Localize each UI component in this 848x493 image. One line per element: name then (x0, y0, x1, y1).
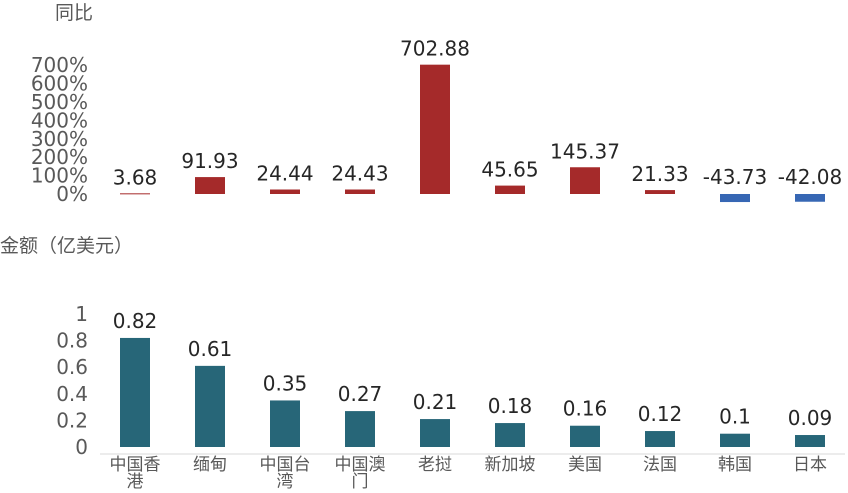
top-data-label: 45.65 (481, 158, 538, 182)
top-data-label: 21.33 (631, 162, 688, 186)
top-y-axis: 0%100%200%300%400%500%600%700% (31, 53, 88, 206)
top-bar (795, 194, 825, 202)
top-bar (570, 167, 600, 194)
bottom-data-label: 0.21 (413, 390, 458, 414)
bottom-y-tick-label: 0.8 (56, 329, 88, 353)
bottom-y-tick-label: 0 (75, 435, 88, 459)
bottom-y-tick-label: 0.4 (56, 382, 88, 406)
bottom-bar (420, 419, 450, 447)
bottom-data-label: 0.16 (563, 397, 608, 421)
bottom-bars (120, 337, 825, 447)
category-label: 美国 (568, 455, 602, 475)
bottom-axis-title: 金额（亿美元） (0, 235, 133, 257)
category-label: 中国台 (260, 455, 311, 475)
bottom-data-label: 0.82 (113, 309, 158, 333)
bottom-data-label: 0.1 (719, 405, 751, 429)
bottom-y-tick-label: 1 (75, 302, 88, 326)
top-data-label: 24.44 (256, 162, 313, 186)
top-bar (420, 64, 450, 195)
bottom-bar (120, 337, 150, 447)
top-y-tick-label: 300% (31, 127, 88, 151)
top-bar (270, 189, 300, 194)
bottom-bar (495, 423, 525, 447)
bottom-data-label: 0.61 (188, 337, 233, 361)
top-y-tick-label: 400% (31, 108, 88, 132)
category-label: 法国 (643, 455, 677, 475)
bottom-bar (195, 365, 225, 447)
bottom-y-axis: 0 0.20.4 0.60.8 1 (56, 302, 88, 459)
bottom-bar (345, 411, 375, 447)
category-label: 中国澳 (335, 455, 386, 475)
top-bar (195, 177, 225, 194)
category-label: 港 (127, 472, 144, 492)
top-data-label: 145.37 (550, 139, 620, 163)
bottom-data-labels: 0.82 0.61 0.35 0.27 0.21 0.18 0.16 0.12 0.1 0.09 (113, 309, 833, 430)
bottom-y-tick-label: 0.2 (56, 408, 88, 432)
top-axis-title: 同比 (55, 2, 93, 24)
bottom-bar (270, 400, 300, 447)
top-bar (645, 190, 675, 194)
top-bar (720, 194, 750, 203)
top-bars (120, 64, 825, 203)
category-label: 老挝 (418, 455, 452, 475)
category-label: 韩国 (718, 455, 752, 475)
category-label: 湾 (277, 472, 294, 492)
category-label: 新加坡 (485, 455, 536, 475)
top-bar (495, 185, 525, 194)
bottom-data-label: 0.27 (338, 382, 383, 406)
top-y-tick-label: 0% (56, 182, 88, 206)
top-data-label: -42.08 (778, 165, 842, 189)
top-data-label: 3.68 (113, 165, 158, 189)
category-label: 日本 (793, 455, 827, 475)
bottom-bar (720, 433, 750, 447)
top-data-label: 24.43 (331, 162, 388, 186)
top-data-label: -43.73 (703, 165, 767, 189)
category-label: 中国香 (110, 455, 161, 475)
top-y-tick-label: 700% (31, 53, 88, 77)
bottom-data-label: 0.35 (263, 371, 308, 395)
top-y-tick-label: 100% (31, 164, 88, 188)
top-data-label: 91.93 (181, 149, 238, 173)
bottom-bar (795, 435, 825, 447)
bottom-data-label: 0.09 (788, 406, 833, 430)
top-bar (120, 193, 150, 195)
bottom-bar (645, 431, 675, 447)
top-bar (345, 189, 375, 194)
top-y-tick-label: 600% (31, 72, 88, 96)
top-y-tick-label: 500% (31, 90, 88, 114)
bottom-data-label: 0.18 (488, 394, 533, 418)
category-label: 门 (352, 472, 369, 492)
top-data-labels: 3.68 91.93 24.44 24.43 702.88 45.65 145.37 21.3… (113, 37, 843, 190)
bottom-data-label: 0.12 (638, 402, 683, 426)
top-y-tick-label: 200% (31, 145, 88, 169)
bottom-y-tick-label: 0.6 (56, 355, 88, 379)
top-data-label: 702.88 (400, 37, 470, 61)
bottom-bar (570, 425, 600, 447)
category-label: 缅甸 (193, 455, 227, 475)
